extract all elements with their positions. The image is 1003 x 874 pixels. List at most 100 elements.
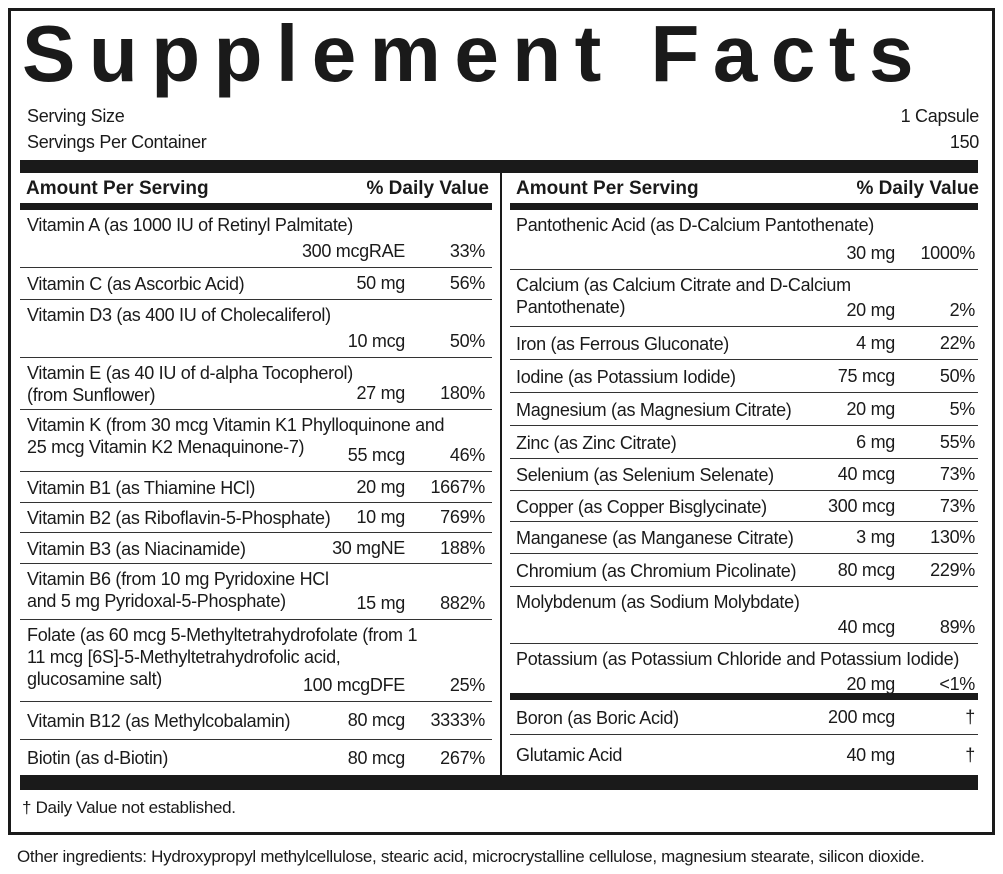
daily-value: 89% — [939, 617, 975, 637]
nutrient-row: Manganese (as Manganese Citrate) 3 mg 130% — [510, 522, 978, 554]
name-line: Vitamin K (from 30 mcg Vitamin K1 Phyllo… — [27, 415, 445, 435]
name-line: Boron (as Boric Acid) — [516, 707, 679, 728]
name-line: Copper (as Copper Bisglycinate) — [516, 496, 767, 517]
column-divider — [500, 173, 502, 776]
amount: 40 mcg — [837, 617, 896, 637]
nutrient-row: Magnesium (as Magnesium Citrate) 20 mg 5% — [510, 393, 978, 426]
nutrient-row: Selenium (as Selenium Selenate) 40 mcg 73% — [510, 459, 978, 491]
name-line: Pantothenic Acid (as D-Calcium Pantothen… — [516, 215, 874, 235]
amount: 55 mcg — [347, 445, 406, 465]
name-line: Zinc (as Zinc Citrate) — [516, 432, 677, 453]
name-line: Folate (as 60 mcg 5-Methyltetrahydrofola… — [27, 625, 418, 645]
servings-label: Servings Per Container — [27, 132, 207, 152]
label-frame — [8, 8, 995, 835]
nutrient-row: Vitamin A (as 1000 IU of Retinyl Palmita… — [20, 210, 492, 268]
name-line: Pantothenate) — [516, 297, 626, 317]
nutrient-row: Vitamin K (from 30 mcg Vitamin K1 Phyllo… — [20, 410, 492, 472]
daily-value: 180% — [440, 383, 485, 403]
amount: 300 mcg — [828, 495, 895, 516]
name-line: Vitamin E (as 40 IU of d-alpha Tocophero… — [27, 363, 353, 383]
nutrient-name: Vitamin E (as 40 IU of d-alpha Tocophero… — [27, 362, 353, 406]
amount: 300 mcgRAE — [301, 241, 405, 261]
nutrient-name: Selenium (as Selenium Selenate) — [516, 464, 774, 486]
name-line: 25 mcg Vitamin K2 Menaquinone-7) — [27, 437, 305, 457]
nutrient-name: Vitamin D3 (as 400 IU of Cholecaliferol) — [27, 304, 331, 326]
nutrient-row: Vitamin D3 (as 400 IU of Cholecaliferol)… — [20, 300, 492, 358]
amount: 30 mg — [846, 243, 895, 263]
amount: 80 mcg — [837, 559, 896, 580]
name-line: and 5 mg Pyridoxal-5-Phosphate) — [27, 591, 286, 611]
amount: 6 mg — [856, 431, 895, 452]
thick-rule — [510, 693, 978, 700]
nutrient-row: Glutamic Acid 40 mg † — [510, 735, 978, 775]
nutrient-name: Vitamin B1 (as Thiamine HCl) — [27, 477, 255, 499]
nutrient-row: Zinc (as Zinc Citrate) 6 mg 55% — [510, 426, 978, 459]
name-line: (from Sunflower) — [27, 385, 156, 405]
serving-size-label: Serving Size — [27, 106, 125, 126]
nutrient-row: Boron (as Boric Acid) 200 mcg † — [510, 700, 978, 735]
daily-value: † — [965, 706, 975, 727]
name-line: Biotin (as d-Biotin) — [27, 747, 169, 768]
nutrient-name: Vitamin C (as Ascorbic Acid) — [27, 273, 245, 295]
amount: 10 mcg — [347, 331, 406, 351]
nutrient-row: Folate (as 60 mcg 5-Methyltetrahydrofola… — [20, 620, 492, 702]
daily-value: 5% — [949, 398, 976, 419]
daily-value: 882% — [440, 593, 485, 613]
header-rule — [510, 203, 978, 210]
daily-value: 55% — [939, 431, 975, 452]
amount: 75 mcg — [837, 365, 896, 386]
nutrient-name: Zinc (as Zinc Citrate) — [516, 432, 677, 454]
amount: 15 mg — [356, 593, 405, 613]
amount: 20 mg — [846, 674, 895, 694]
daily-value: 46% — [449, 445, 485, 465]
name-line: Iodine (as Potassium Iodide) — [516, 366, 736, 387]
daily-value: 25% — [449, 675, 485, 695]
nutrient-name: Vitamin B6 (from 10 mg Pyridoxine HCl and… — [27, 568, 329, 612]
nutrient-name: Potassium (as Potassium Chloride and Pot… — [516, 648, 959, 670]
amount: 80 mcg — [347, 747, 406, 768]
daily-value: 229% — [930, 559, 975, 580]
amount: 100 mcgDFE — [302, 675, 405, 695]
amount: 10 mg — [356, 507, 405, 527]
name-line: Chromium (as Chromium Picolinate) — [516, 560, 797, 581]
nutrient-row: Vitamin B12 (as Methylcobalamin) 80 mcg 33… — [20, 702, 492, 740]
thick-rule — [20, 775, 978, 790]
thick-rule — [20, 160, 978, 173]
daily-value: 33% — [449, 241, 485, 261]
amount: 20 mg — [846, 398, 895, 419]
amount: 40 mg — [846, 745, 895, 765]
daily-value: 73% — [939, 495, 975, 516]
amount: 80 mcg — [347, 710, 406, 730]
daily-value: 1000% — [920, 243, 975, 263]
amount: 20 mg — [846, 300, 895, 320]
nutrient-row: Vitamin B3 (as Niacinamide) 30 mgNE 188% — [20, 533, 492, 564]
nutrient-name: Molybdenum (as Sodium Molybdate) — [516, 591, 800, 613]
amount: 50 mg — [356, 273, 405, 293]
nutrient-row: Calcium (as Calcium Citrate and D-Calciu… — [510, 270, 978, 327]
daily-value: 2% — [949, 300, 976, 320]
nutrient-row: Iron (as Ferrous Gluconate) 4 mg 22% — [510, 327, 978, 360]
daily-value: 267% — [440, 747, 485, 768]
nutrient-name: Chromium (as Chromium Picolinate) — [516, 560, 796, 582]
nutrient-name: Vitamin B2 (as Riboflavin-5-Phosphate) — [27, 507, 331, 529]
nutrient-name: Biotin (as d-Biotin) — [27, 747, 168, 769]
nutrient-row: Chromium (as Chromium Picolinate) 80 mcg 2… — [510, 554, 978, 587]
nutrient-name: Calcium (as Calcium Citrate and D-Calciu… — [516, 274, 851, 318]
name-line: 11 mcg [6S]-5-Methyltetrahydrofolic acid… — [27, 647, 341, 667]
amount: 40 mcg — [837, 464, 896, 484]
name-line: Glutamic Acid — [516, 745, 623, 765]
nutrient-row: Vitamin B6 (from 10 mg Pyridoxine HCl and… — [20, 564, 492, 620]
amount: 200 mcg — [828, 706, 895, 727]
nutrient-row: Vitamin E (as 40 IU of d-alpha Tocophero… — [20, 358, 492, 410]
daily-value: 56% — [449, 273, 485, 293]
nutrient-row: Copper (as Copper Bisglycinate) 300 mcg 73… — [510, 491, 978, 522]
daily-value: 3333% — [430, 710, 485, 730]
nutrient-row: Vitamin C (as Ascorbic Acid) 50 mg 56% — [20, 268, 492, 300]
nutrient-row: Vitamin B2 (as Riboflavin-5-Phosphate) 10… — [20, 503, 492, 533]
nutrient-name: Vitamin K (from 30 mcg Vitamin K1 Phyllo… — [27, 414, 445, 458]
amount: 30 mgNE — [332, 537, 405, 558]
name-line: Vitamin B1 (as Thiamine HCl) — [27, 477, 256, 498]
name-line: glucosamine salt) — [27, 669, 162, 689]
nutrient-row: Iodine (as Potassium Iodide) 75 mcg 50% — [510, 360, 978, 393]
